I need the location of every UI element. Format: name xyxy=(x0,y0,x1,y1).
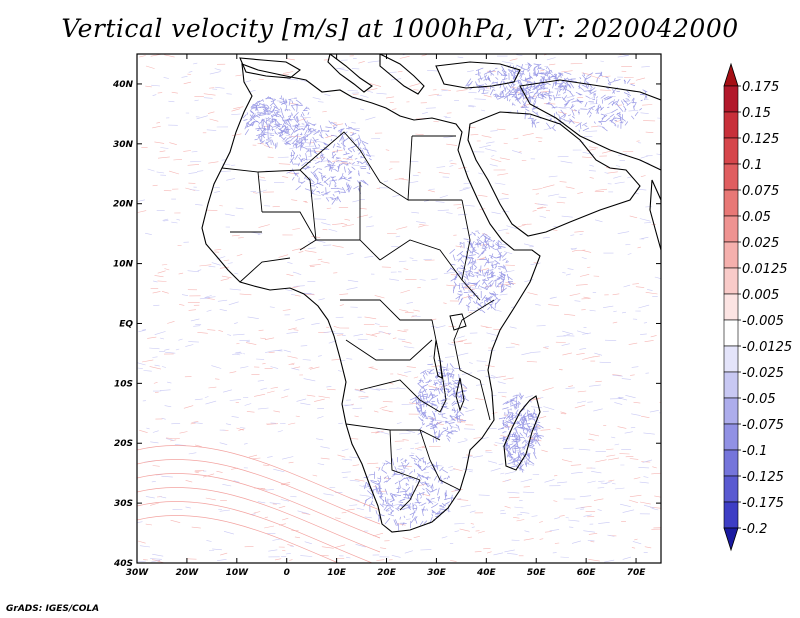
colorbar-label: 0.175 xyxy=(742,80,779,95)
arabia-coastline xyxy=(467,111,641,237)
x-tick-label: 30E xyxy=(427,568,447,578)
colorbar-swatch xyxy=(723,241,739,269)
colorbar-swatch xyxy=(723,501,739,529)
iberia-coastline xyxy=(239,57,301,79)
colorbar-swatch xyxy=(723,371,739,399)
colorbar-swatch xyxy=(723,475,739,503)
colorbar-swatch xyxy=(723,345,739,373)
highland-strokes xyxy=(508,71,648,132)
colorbar: 0.175 0.15 0.125 0.1 0.075 0.05 0.025 0.0125 0.0… xyxy=(723,62,792,552)
anatolia-coastline xyxy=(435,61,521,89)
y-tick-label: 20N xyxy=(113,200,134,210)
iran-coastline xyxy=(519,79,661,171)
colorbar-label: -0.175 xyxy=(742,496,784,511)
x-tick-label: 40E xyxy=(476,568,497,578)
velocity-field xyxy=(137,54,661,563)
colorbar-top-arrow xyxy=(723,62,739,87)
x-tick-label: 20W xyxy=(176,568,200,578)
x-tick-label: 70E xyxy=(627,568,647,578)
y-tick-label: 40S xyxy=(113,559,133,569)
colorbar-label: -0.2 xyxy=(742,522,767,537)
colorbar-label: -0.025 xyxy=(742,366,784,381)
colorbar-swatch xyxy=(723,449,739,477)
footer-credit: GrADS: IGES/COLA xyxy=(6,604,100,614)
colorbar-swatch xyxy=(723,267,739,295)
colorbar-label: -0.0125 xyxy=(742,340,792,355)
colorbar-label: -0.125 xyxy=(742,470,784,485)
colorbar-label: 0.0125 xyxy=(742,262,788,277)
highland-strokes xyxy=(409,359,469,443)
x-tick-label: 20E xyxy=(377,568,397,578)
colorbar-swatch xyxy=(723,137,739,165)
x-tick-label: 50E xyxy=(527,568,547,578)
colorbar-label: 0.15 xyxy=(742,106,771,121)
x-tick-label: 10W xyxy=(226,568,250,578)
lake-malawi xyxy=(455,377,465,412)
y-tick-label: 20S xyxy=(114,439,133,449)
colorbar-label: 0.1 xyxy=(742,158,763,173)
colorbar-label: -0.005 xyxy=(742,314,784,329)
plot-frame xyxy=(136,53,662,564)
africa-coastline xyxy=(201,63,541,533)
colorbar-label: 0.075 xyxy=(742,184,779,199)
colorbar-swatch xyxy=(723,85,739,113)
highland-strokes xyxy=(497,392,544,473)
y-tick-label: 10N xyxy=(113,260,134,270)
india-coastline xyxy=(649,179,661,251)
colorbar-swatch xyxy=(723,189,739,217)
x-tick-label: 0 xyxy=(284,568,290,578)
colorbar-label: -0.1 xyxy=(742,444,767,459)
colorbar-swatch xyxy=(723,397,739,425)
colorbar-swatch xyxy=(723,293,739,321)
y-axis: 40N 30N 20N 10N EQ 10S 20S 30S 40S xyxy=(112,80,661,569)
colorbar-label: 0.05 xyxy=(742,210,771,225)
upward-motion-strokes xyxy=(137,54,661,563)
ocean-front-strokes xyxy=(137,445,381,563)
y-tick-label: EQ xyxy=(119,319,133,329)
lake-tanganyika xyxy=(433,339,443,379)
colorbar-label: -0.05 xyxy=(742,392,776,407)
colorbar-label: 0.025 xyxy=(742,236,779,251)
colorbar-swatch xyxy=(723,423,739,451)
italy-coastline xyxy=(327,54,373,93)
x-axis: 30W 20W 10W 0 10E 20E 30E 40E 50E 60E 70E xyxy=(126,54,646,578)
colorbar-swatch xyxy=(723,215,739,243)
x-tick-label: 60E xyxy=(577,568,597,578)
x-tick-label: 10E xyxy=(327,568,347,578)
lake-victoria xyxy=(449,313,467,331)
colorbar-bottom-arrow xyxy=(723,527,739,552)
colorbar-label: 0.005 xyxy=(742,288,779,303)
chart-title: Vertical velocity [m/s] at 1000hPa, VT: … xyxy=(61,14,739,43)
x-tick-label: 30W xyxy=(126,568,150,578)
y-tick-label: 30N xyxy=(113,140,134,150)
y-tick-label: 10S xyxy=(114,379,133,389)
lakes xyxy=(433,313,467,412)
plot-area xyxy=(137,54,661,563)
colorbar-label: 0.125 xyxy=(742,132,779,147)
highland-strokes xyxy=(446,230,514,314)
madagascar-coastline xyxy=(503,395,541,471)
highland-strokes xyxy=(465,62,573,104)
y-tick-label: 30S xyxy=(114,499,133,509)
colorbar-swatch xyxy=(723,319,739,347)
y-tick-label: 40N xyxy=(112,80,134,90)
colorbar-swatch xyxy=(723,111,739,139)
colorbar-swatch xyxy=(723,163,739,191)
coastlines xyxy=(201,54,661,533)
balkans-coastline xyxy=(379,54,425,95)
highland-strokes xyxy=(242,95,316,149)
colorbar-label: -0.075 xyxy=(742,418,784,433)
